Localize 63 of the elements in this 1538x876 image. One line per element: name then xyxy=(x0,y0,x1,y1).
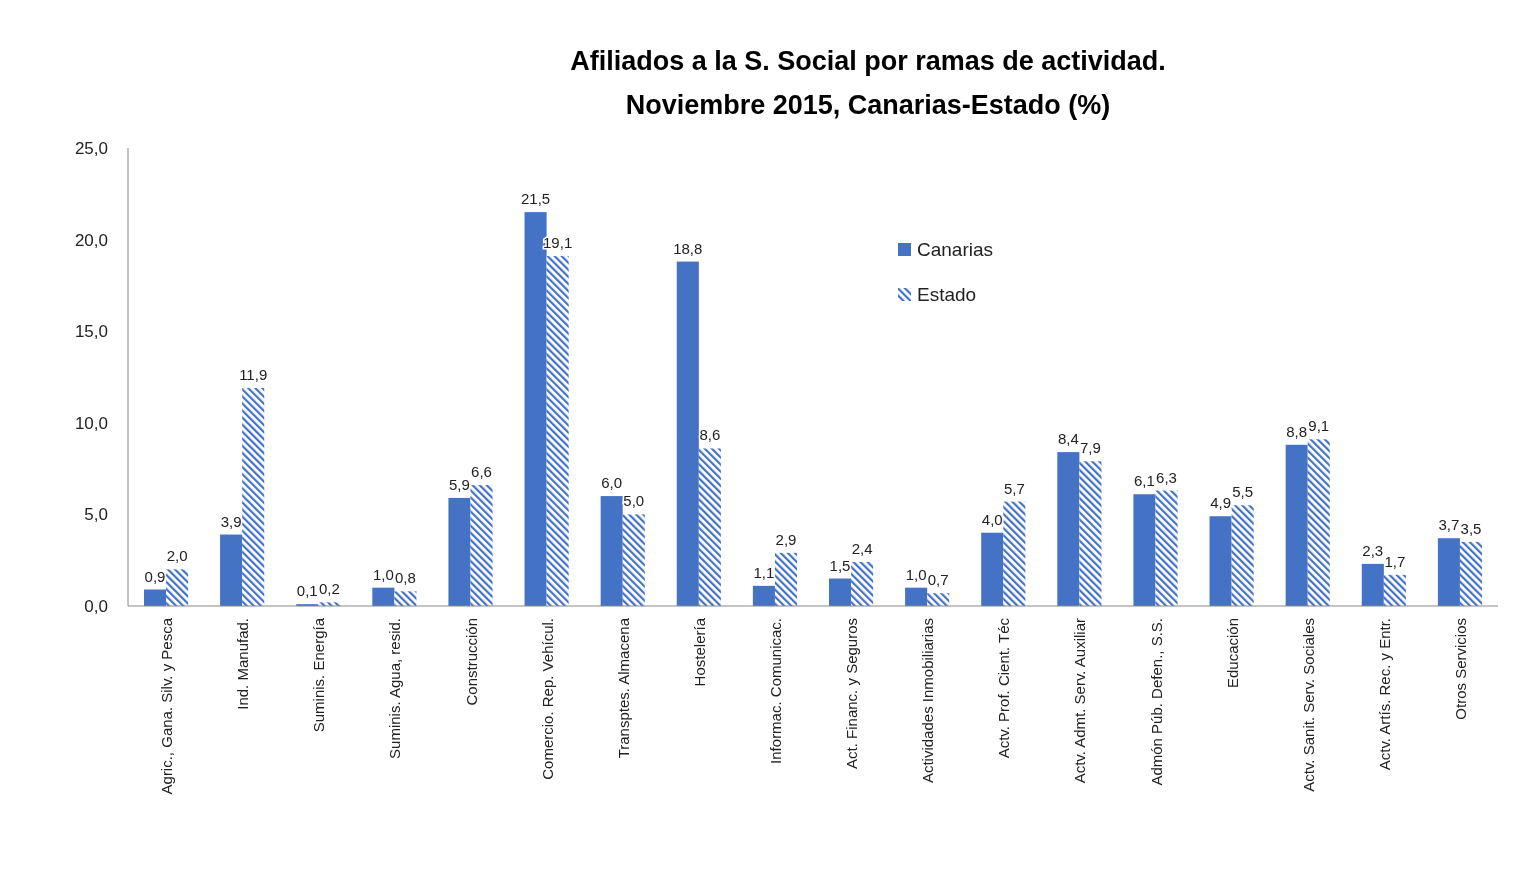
x-tick-label: Admón Púb. Defen., S.S. xyxy=(1147,618,1165,786)
y-tick-label: 5,0 xyxy=(84,505,108,525)
data-label: 9,1 xyxy=(1308,417,1330,435)
data-label: 8,4 xyxy=(1057,430,1079,448)
data-label: 8,8 xyxy=(1286,422,1308,440)
x-tick-label: Otros Servicios xyxy=(1451,618,1469,720)
x-tick-label: Hostelería xyxy=(690,617,708,687)
data-label: 6,6 xyxy=(471,463,492,481)
x-tick-label: Suminis. Agua, resid. xyxy=(386,618,404,759)
legend-label: Canarias xyxy=(917,239,994,260)
data-label: 3,9 xyxy=(220,512,242,530)
legend-label: Estado xyxy=(917,284,977,305)
data-label: 1,1 xyxy=(753,563,775,581)
data-label: 7,9 xyxy=(1080,439,1101,457)
x-tick-label: Construcción xyxy=(462,618,480,706)
data-label: 3,7 xyxy=(1438,516,1460,534)
x-tick-label: Comercio. Rep. Vehícul. xyxy=(538,618,556,780)
data-label: 4,9 xyxy=(1210,494,1231,512)
data-label: 6,3 xyxy=(1156,468,1177,486)
x-tick-label: Actv. Sanit. Serv. Sociales xyxy=(1299,618,1317,792)
data-label: 2,9 xyxy=(775,530,797,548)
y-tick-label: 15,0 xyxy=(74,322,108,342)
chart-subtitle: Noviembre 2015, Canarias-Estado (%) xyxy=(625,90,1111,120)
data-label: 21,5 xyxy=(520,190,551,208)
data-label: 6,1 xyxy=(1134,472,1155,490)
data-label: 5,0 xyxy=(623,492,645,510)
data-label: 1,0 xyxy=(372,565,394,583)
x-tick-label: Transptes. Almacena xyxy=(614,617,632,759)
data-label: 11,9 xyxy=(239,365,268,383)
x-tick-label: Educación xyxy=(1223,618,1241,689)
data-label: 4,0 xyxy=(981,510,1003,528)
data-label: 6,0 xyxy=(601,474,623,492)
x-tick-label: Suminis. Energía xyxy=(310,617,328,733)
data-label: 18,8 xyxy=(673,239,703,257)
x-tick-label: Act. Financ. y Seguros xyxy=(843,618,861,769)
data-label: 0,8 xyxy=(395,569,416,587)
data-label: 5,9 xyxy=(449,475,470,493)
data-label: 8,6 xyxy=(699,426,721,444)
data-label: 2,3 xyxy=(1362,541,1384,559)
data-label: 2,0 xyxy=(166,547,188,565)
data-label: 5,5 xyxy=(1232,483,1254,501)
x-tick-label: Actv. Admt. Serv. Auxiliar xyxy=(1071,618,1089,784)
x-tick-label: Ind. Manufad. xyxy=(234,618,252,710)
data-label: 1,7 xyxy=(1384,552,1406,570)
y-tick-label: 10,0 xyxy=(74,413,108,433)
x-tick-label: Agric., Gana. Silv. y Pesca xyxy=(158,617,176,795)
x-tick-label: Informac. Comunicac. xyxy=(766,618,784,764)
x-tick-label: Actv. Prof. Cient. Téc xyxy=(995,617,1013,759)
chart-title: Afiliados a la S. Social por ramas de actividad. xyxy=(570,46,1166,76)
data-label: 5,7 xyxy=(1003,479,1025,497)
y-tick-label: 0,0 xyxy=(84,597,108,616)
data-label: 1,0 xyxy=(905,565,927,583)
data-label: 3,5 xyxy=(1460,519,1482,537)
data-label: 0,1 xyxy=(296,582,318,600)
y-tick-label: 25,0 xyxy=(74,139,108,158)
x-tick-label: Actividades Inmobiliarias xyxy=(919,618,937,784)
data-label: 2,4 xyxy=(851,540,873,558)
data-label: 0,2 xyxy=(318,580,340,598)
y-tick-label: 20,0 xyxy=(74,230,108,250)
x-tick-label: Actv. Artís. Rec. y Entr. xyxy=(1375,618,1393,771)
data-label: 1,5 xyxy=(829,556,851,574)
data-label: 0,7 xyxy=(927,571,949,589)
data-label: 0,9 xyxy=(144,567,166,585)
